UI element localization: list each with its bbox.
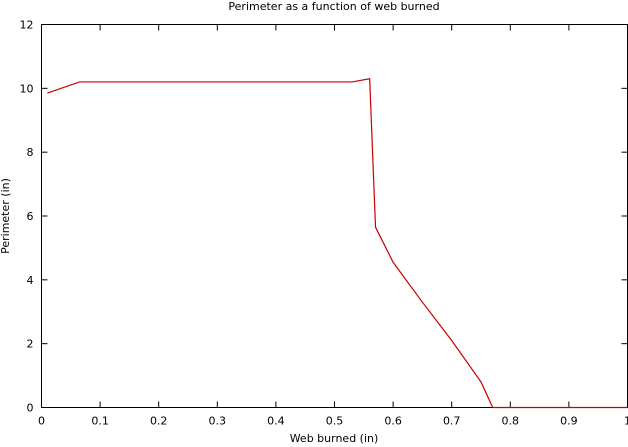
x-tick-label: 0.5 — [326, 415, 344, 428]
x-tick-label: 0.1 — [91, 415, 109, 428]
x-tick-label: 1 — [624, 415, 628, 428]
x-tick-label: 0 — [38, 415, 45, 428]
y-tick-label: 10 — [20, 82, 34, 95]
x-tick-label: 0.3 — [209, 415, 227, 428]
series-line — [47, 78, 628, 409]
x-tick-label: 0.7 — [443, 415, 461, 428]
chart-title: Perimeter as a function of web burned — [228, 0, 439, 13]
y-tick-label: 6 — [27, 210, 34, 223]
x-tick-label: 0.9 — [560, 415, 578, 428]
x-tick-label: 0.2 — [150, 415, 168, 428]
series-layer — [47, 78, 628, 409]
y-tick-label: 8 — [27, 146, 34, 159]
y-axis-label: Perimeter (in) — [0, 178, 12, 254]
y-axis: 0 2 4 6 8 10 12 — [20, 19, 628, 415]
x-axis: 0 0.1 0.2 0.3 0.4 0.5 0.6 0.7 0.8 0.9 1 — [38, 24, 628, 428]
y-tick-label: 12 — [20, 19, 34, 32]
x-tick-label: 0.8 — [502, 415, 520, 428]
x-axis-label: Web burned (in) — [290, 432, 379, 445]
y-tick-label: 2 — [27, 338, 34, 351]
y-tick-label: 0 — [27, 402, 34, 415]
x-tick-label: 0.4 — [267, 415, 285, 428]
x-tick-label: 0.6 — [384, 415, 402, 428]
y-tick-label: 4 — [27, 274, 34, 287]
